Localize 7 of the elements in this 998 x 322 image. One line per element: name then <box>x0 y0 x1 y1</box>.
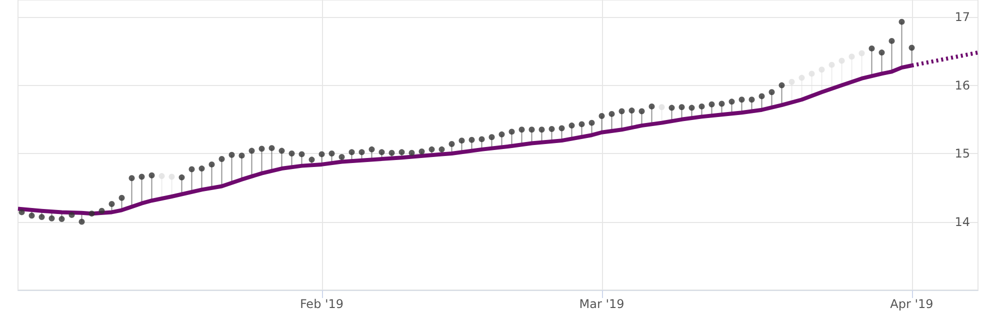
x-tick-label: Mar '19 <box>579 297 624 311</box>
y-tick-label: 14 <box>954 214 970 229</box>
x-tick-label: Feb '19 <box>300 297 344 311</box>
y-tick-label: 16 <box>954 78 970 92</box>
x-tick-label: Apr '19 <box>890 297 934 311</box>
y-tick-label: 17 <box>954 10 970 24</box>
y-tick-label: 15 <box>954 146 970 161</box>
